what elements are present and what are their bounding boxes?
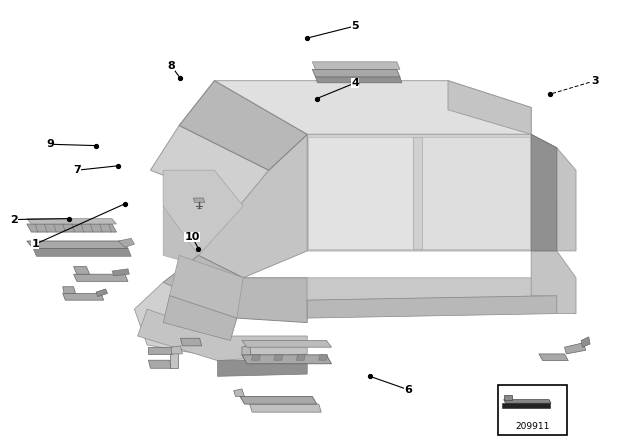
Polygon shape [274,355,283,360]
Polygon shape [138,309,307,361]
Polygon shape [198,134,307,278]
Text: 4: 4 [351,78,359,88]
Polygon shape [150,125,269,206]
Text: 10: 10 [184,232,200,241]
Polygon shape [63,293,104,300]
Polygon shape [242,340,332,347]
Polygon shape [163,296,237,340]
Polygon shape [163,170,243,255]
Polygon shape [312,69,400,77]
Polygon shape [172,346,182,354]
Polygon shape [307,278,557,300]
Polygon shape [413,137,422,249]
Text: 1: 1 [31,239,39,249]
Polygon shape [148,360,172,368]
Polygon shape [242,345,251,355]
Polygon shape [27,241,128,249]
Polygon shape [531,134,557,251]
Text: 8: 8 [168,61,175,71]
Polygon shape [63,287,76,293]
Polygon shape [502,403,550,408]
Polygon shape [214,81,531,134]
Text: 7: 7 [73,165,81,175]
Polygon shape [531,251,576,314]
Polygon shape [134,282,237,358]
Polygon shape [179,81,307,170]
Polygon shape [163,255,307,323]
Polygon shape [307,296,557,318]
Polygon shape [234,389,244,396]
Polygon shape [504,400,551,403]
Polygon shape [531,134,576,251]
Polygon shape [170,255,243,318]
Polygon shape [180,338,202,346]
Polygon shape [581,337,590,347]
Polygon shape [27,224,116,232]
Text: 9: 9 [46,139,54,149]
Polygon shape [74,267,90,274]
Polygon shape [504,395,512,400]
Polygon shape [252,355,260,360]
Polygon shape [242,355,332,364]
Polygon shape [296,355,305,360]
Text: 5: 5 [351,21,359,31]
Polygon shape [193,198,205,202]
Polygon shape [319,355,328,360]
Text: 209911: 209911 [515,422,550,431]
Polygon shape [316,77,402,83]
Polygon shape [539,354,568,361]
Polygon shape [413,137,530,249]
Polygon shape [312,62,400,69]
Text: 3: 3 [591,76,599,86]
Polygon shape [564,343,586,354]
Polygon shape [74,274,128,281]
Polygon shape [112,269,129,276]
Polygon shape [308,137,413,249]
Polygon shape [163,206,243,278]
Text: 6: 6 [404,385,412,395]
Polygon shape [27,219,116,224]
Polygon shape [33,249,131,256]
Text: 2: 2 [10,215,18,224]
Polygon shape [218,358,307,376]
Polygon shape [96,289,108,297]
Bar [498,385,567,435]
Polygon shape [240,396,317,404]
Polygon shape [250,404,321,412]
Polygon shape [448,81,531,134]
Polygon shape [118,238,134,247]
Polygon shape [307,134,557,251]
Polygon shape [170,349,178,368]
Polygon shape [148,347,172,354]
Polygon shape [308,137,530,249]
